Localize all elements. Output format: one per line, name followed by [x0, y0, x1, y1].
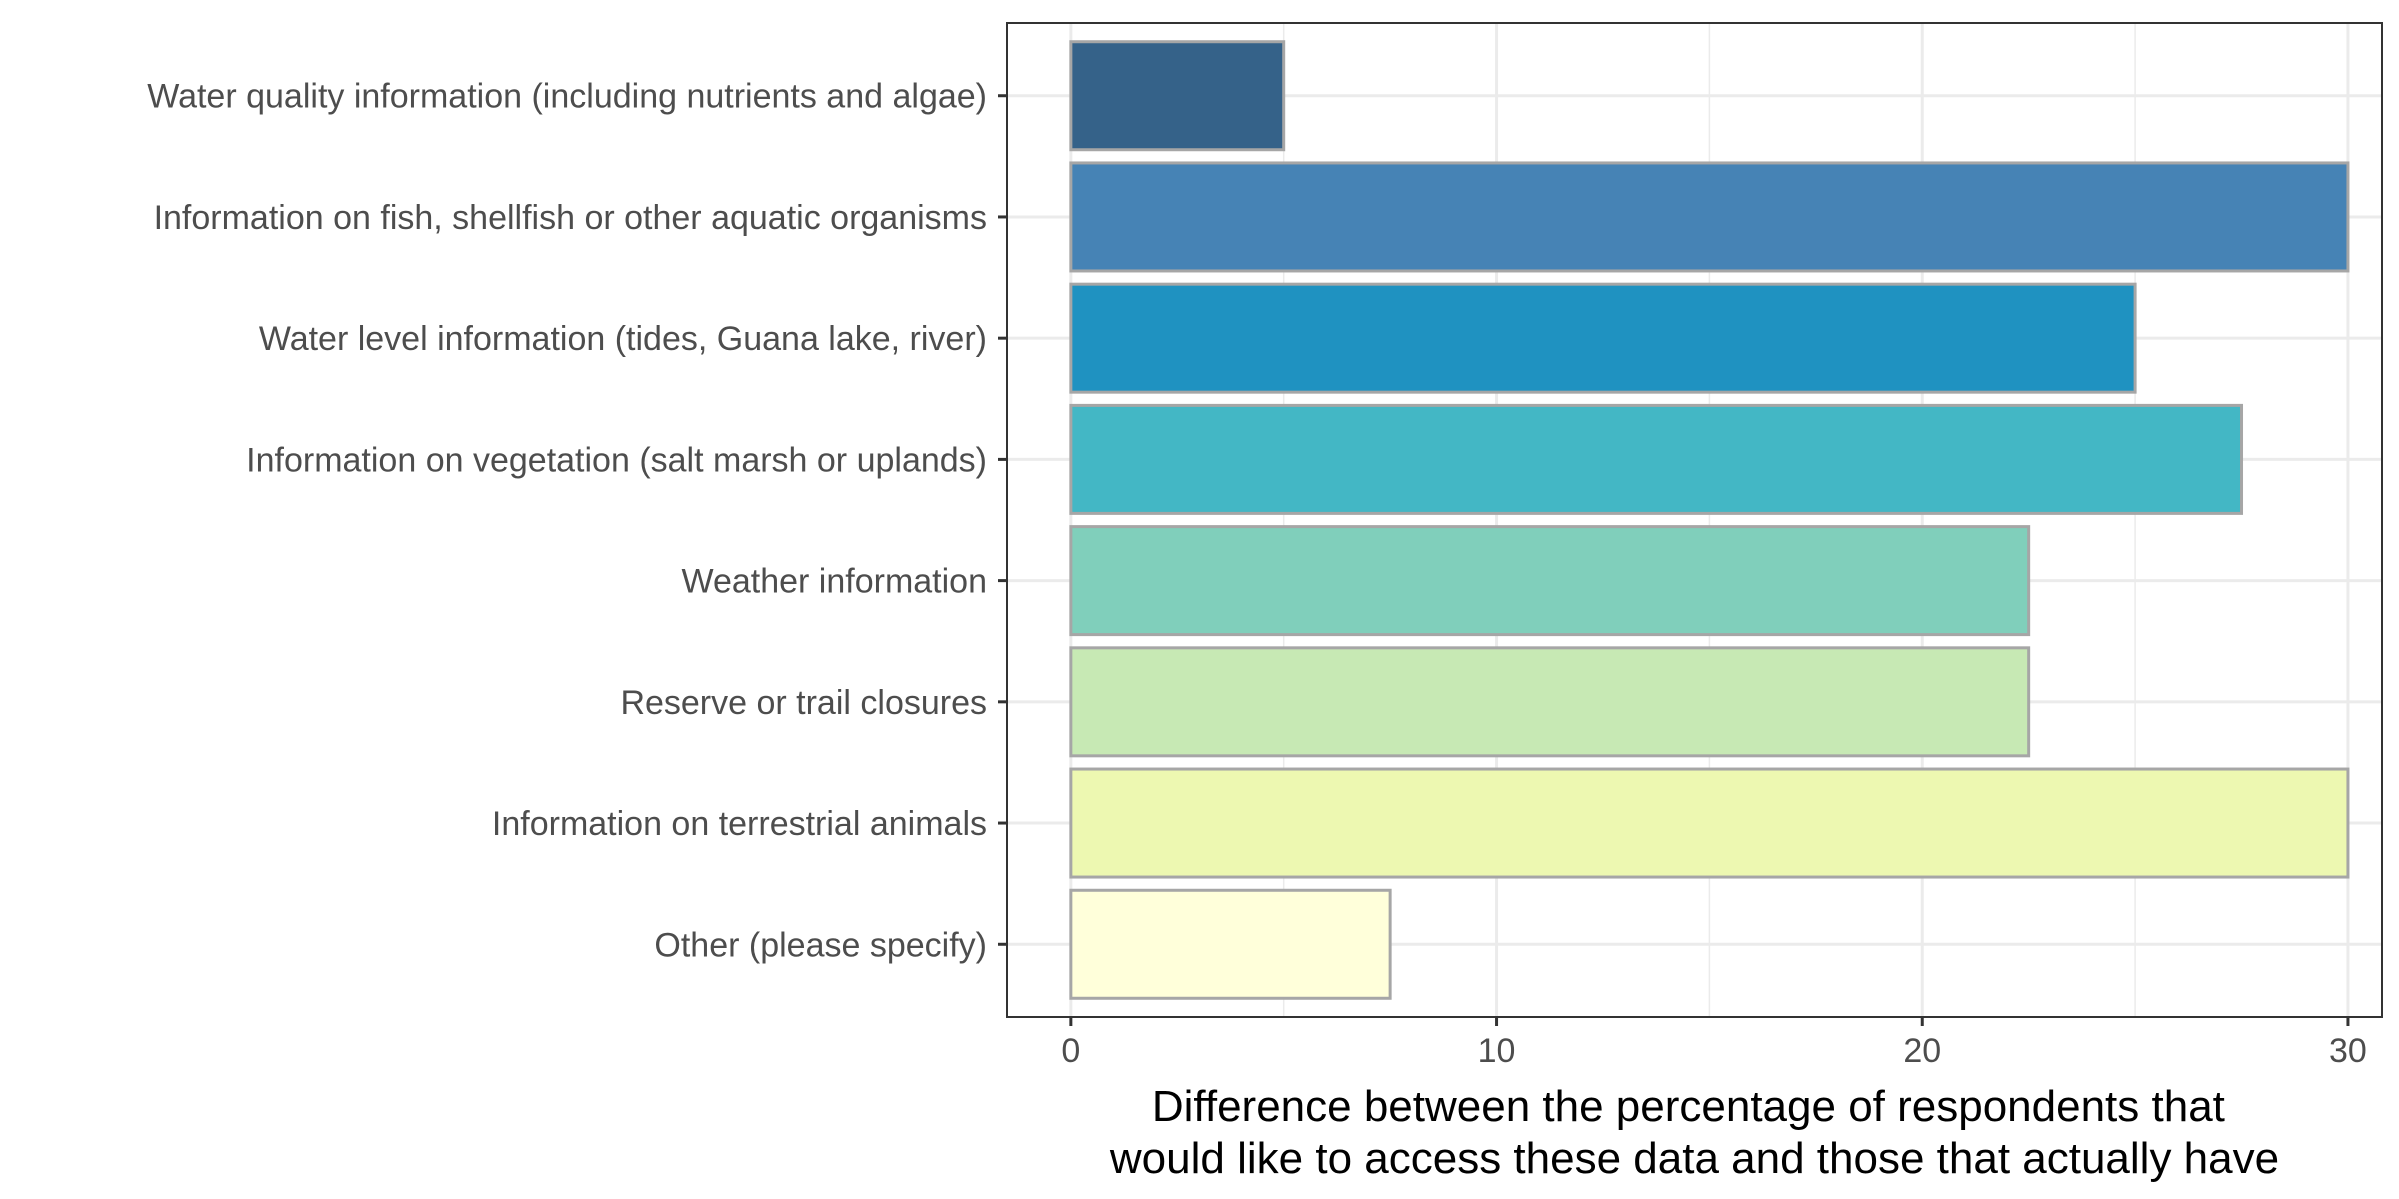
bar — [1069, 403, 2244, 515]
bar — [1069, 525, 2031, 637]
y-tick-label: Weather information — [681, 563, 987, 601]
y-tick-label: Information on vegetation (salt marsh or… — [246, 441, 987, 479]
bar — [1069, 282, 2137, 394]
bar — [1069, 888, 1392, 1000]
x-axis-title: Difference between the percentage of res… — [1109, 1082, 2279, 1183]
y-tick-label: Reserve or trail closures — [620, 684, 987, 722]
bar — [1069, 161, 2350, 273]
y-tick-label: Water level information (tides, Guana la… — [259, 320, 987, 358]
y-axis: Water quality information (including nut… — [147, 78, 1007, 964]
y-tick-label: Information on fish, shellfish or other … — [154, 199, 987, 237]
x-axis-title-line-1: Difference between the percentage of res… — [1152, 1082, 2225, 1131]
x-tick-label: 0 — [1061, 1032, 1080, 1070]
plot-panel-border — [1006, 22, 2383, 1018]
y-tick-label: Other (please specify) — [654, 926, 987, 964]
x-tick-label: 20 — [1903, 1032, 1941, 1070]
bar — [1069, 646, 2031, 758]
x-axis-title-line-2: would like to access these data and thos… — [1109, 1134, 2279, 1183]
x-axis: 0 10 20 30 — [1061, 1017, 2367, 1070]
bars — [1069, 40, 2350, 1000]
y-tick-label: Information on terrestrial animals — [492, 805, 987, 843]
x-tick-label: 10 — [1478, 1032, 1516, 1070]
bar — [1069, 767, 2350, 879]
y-tick-label: Water quality information (including nut… — [147, 78, 987, 116]
x-tick-label: 30 — [2329, 1032, 2367, 1070]
bar — [1069, 40, 1286, 152]
